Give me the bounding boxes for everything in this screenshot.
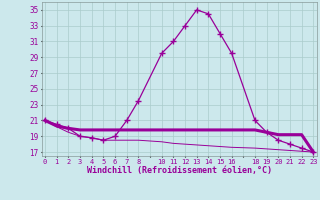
X-axis label: Windchill (Refroidissement éolien,°C): Windchill (Refroidissement éolien,°C) bbox=[87, 166, 272, 175]
